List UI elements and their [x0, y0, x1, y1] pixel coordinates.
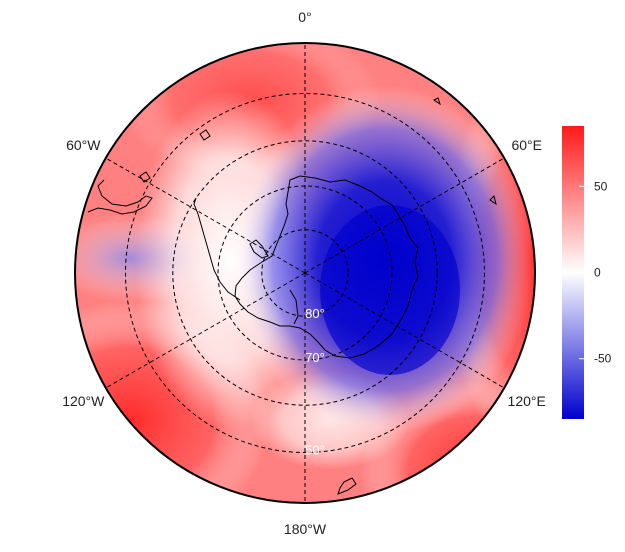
meridian-line [304, 272, 505, 389]
meridian-line [304, 157, 505, 274]
anomaly-field [75, 43, 535, 503]
colorbar-tick-label: 50 [594, 179, 608, 193]
colorbar-tick-label: 0 [594, 266, 601, 280]
longitude-label: 180°W [284, 521, 327, 537]
colorbar-tick-label: -50 [594, 352, 612, 366]
latitude-label: 80° [305, 306, 325, 321]
latitude-circle [172, 140, 438, 406]
longitude-label: 120°W [62, 393, 105, 409]
longitude-label: 0° [298, 9, 311, 25]
latitude-circle [125, 93, 485, 453]
meridian-line [105, 272, 306, 389]
colorbar-ticks: 50 0 -50 [579, 179, 612, 366]
latitude-labels: 80° 70° 50° [305, 306, 325, 457]
graticule [75, 43, 535, 503]
latitude-label: 50° [305, 443, 325, 458]
longitude-label: 60°W [66, 137, 101, 153]
antarctica-coastline [87, 97, 497, 495]
colorbar: 50 0 -50 [562, 126, 612, 419]
longitude-label: 60°E [511, 137, 542, 153]
meridian-line [105, 157, 306, 274]
colorbar-gradient [562, 126, 584, 419]
latitude-label: 70° [305, 350, 325, 365]
longitude-label: 120°E [508, 393, 546, 409]
map-border [74, 42, 536, 504]
longitude-labels: 0° 60°W 60°E 120°W 120°E 180°W [62, 9, 546, 537]
